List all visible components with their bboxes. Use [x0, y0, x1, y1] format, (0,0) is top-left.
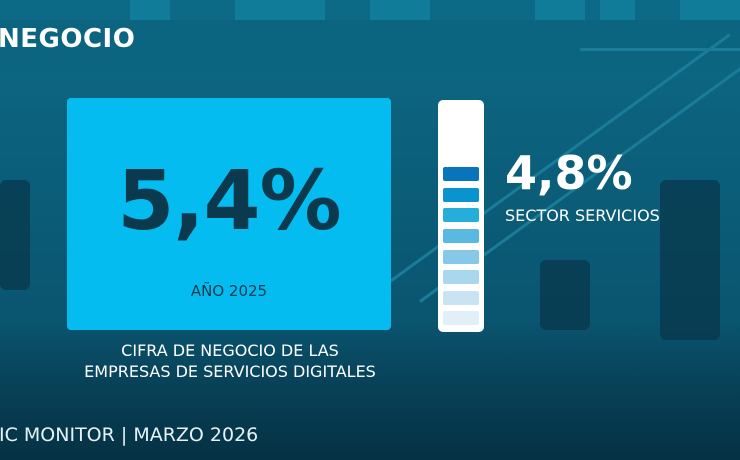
- secondary-stat-value: 4,8%: [505, 146, 633, 200]
- meter-segment: [443, 208, 479, 222]
- caption-line-2: EMPRESAS DE SERVICIOS DIGITALES: [84, 362, 376, 381]
- meter-segment: [443, 188, 479, 202]
- page-title: NEGOCIO: [0, 24, 136, 54]
- main-stat-caption: CIFRA DE NEGOCIO DE LAS EMPRESAS DE SERV…: [60, 340, 400, 382]
- caption-line-1: CIFRA DE NEGOCIO DE LAS: [121, 341, 339, 360]
- main-stat-year: AÑO 2025: [190, 282, 268, 300]
- main-stat-card: 5,4% AÑO 2025: [67, 98, 391, 330]
- meter-segment: [443, 250, 479, 264]
- meter-segment: [443, 291, 479, 305]
- footer-source: IC MONITOR | MARZO 2026: [0, 424, 259, 446]
- meter-segment: [443, 167, 479, 181]
- meter-segment: [443, 270, 479, 284]
- meter-segment: [443, 229, 479, 243]
- level-meter: [438, 100, 484, 332]
- main-stat-value: 5,4%: [117, 154, 341, 249]
- meter-segment: [443, 311, 479, 325]
- secondary-stat-label: SECTOR SERVICIOS: [505, 206, 660, 225]
